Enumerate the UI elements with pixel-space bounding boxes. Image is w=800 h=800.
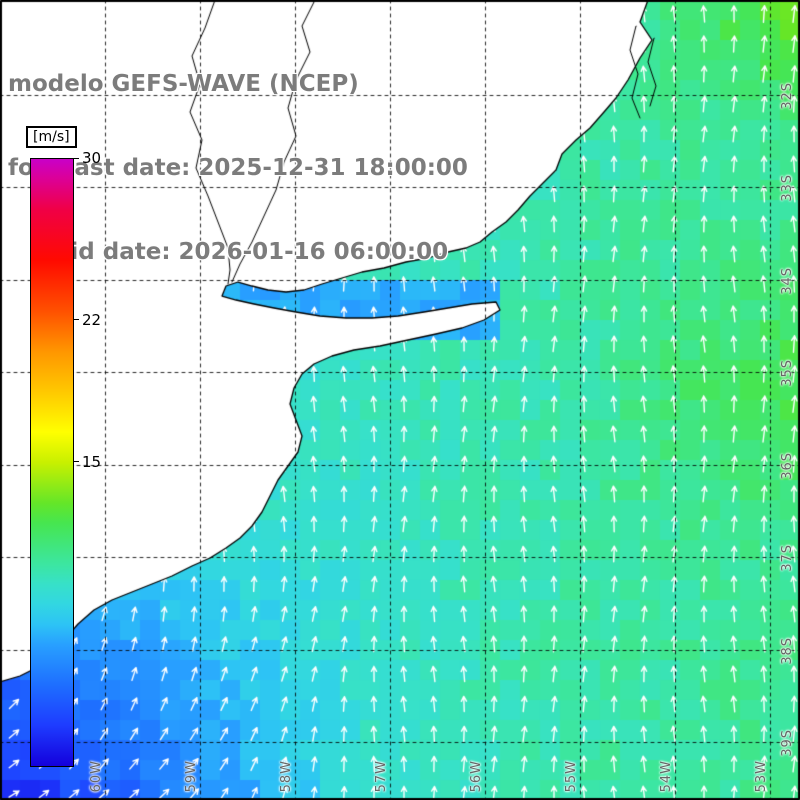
lon-tick-label: 53W (754, 759, 769, 792)
lon-tick-label: 57W (374, 759, 389, 792)
lon-tick-label: 56W (469, 759, 484, 792)
lat-tick-label: 33S (780, 174, 795, 202)
header-titles: modelo GEFS-WAVE (NCEP) forecast date: 2… (8, 14, 468, 322)
lon-tick-label: 60W (89, 759, 104, 792)
lon-tick-label: 59W (184, 759, 199, 792)
colorbar-tick-mark (73, 319, 79, 321)
lat-tick-label: 34S (780, 267, 795, 295)
lat-tick-label: 32S (780, 82, 795, 110)
valid-date-line: valid date: 2026-01-16 06:00:00 (8, 239, 449, 265)
lat-tick-label: 36S (780, 452, 795, 480)
lon-tick-label: 58W (279, 759, 294, 792)
lat-tick-label: 37S (780, 544, 795, 572)
lat-tick-label: 38S (780, 637, 795, 665)
lat-tick-label: 39S (780, 729, 795, 757)
model-title: modelo GEFS-WAVE (NCEP) (8, 71, 359, 97)
colorbar-tick-mark (73, 461, 79, 462)
lon-tick-label: 55W (564, 759, 579, 792)
colorbar-gradient (30, 158, 74, 767)
colorbar-unit-label: [m/s] (26, 126, 77, 148)
lon-tick-label: 54W (659, 759, 674, 792)
colorbar-tick-label: 15 (82, 452, 102, 471)
colorbar-tick-mark (73, 157, 79, 159)
colorbar-tick-label: 30 (82, 149, 102, 167)
colorbar-tick-label: 22 (82, 310, 102, 329)
lat-tick-label: 35S (780, 359, 795, 387)
